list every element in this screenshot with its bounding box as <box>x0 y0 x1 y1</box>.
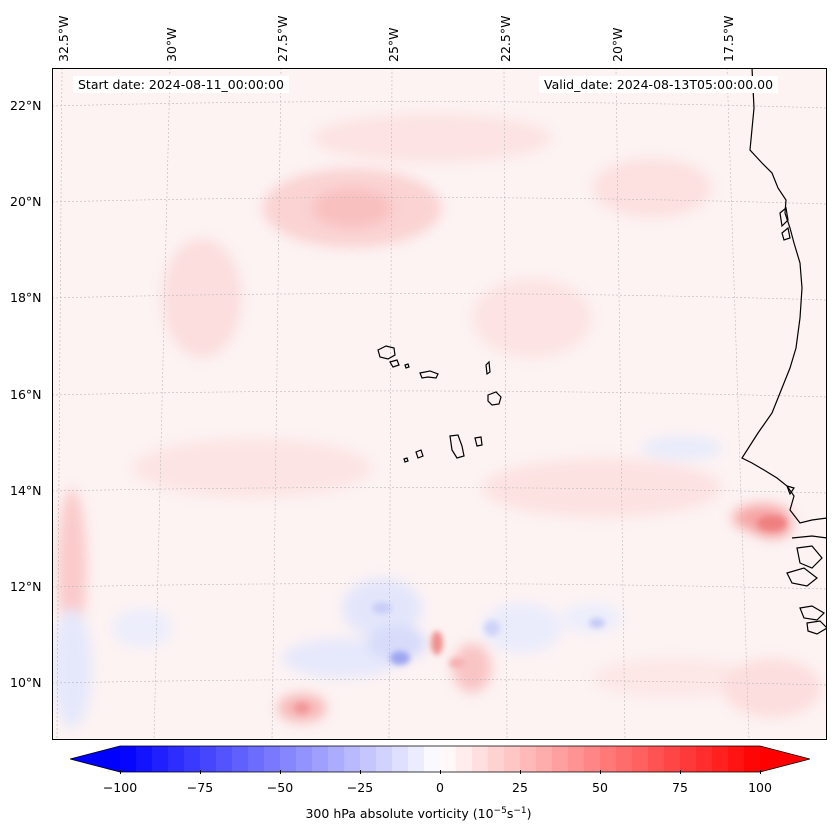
colorbar-tick-label: −75 <box>186 780 214 795</box>
island-santo-antao <box>377 345 396 360</box>
colorbar-cell <box>120 746 137 772</box>
colorbar-cell <box>616 746 633 772</box>
colorbar-cell <box>584 746 601 772</box>
colorbar-cell <box>568 746 585 772</box>
island-fogo <box>415 449 424 459</box>
lat-label-10N: 10°N <box>10 675 42 690</box>
africa-coastline <box>741 68 827 524</box>
lat-label-22N: 22°N <box>10 98 42 113</box>
lon-label-25W: 25°W <box>386 27 401 62</box>
colorbar-cell <box>328 746 345 772</box>
colorbar-cell <box>376 746 393 772</box>
colorbar-cell <box>280 746 297 772</box>
colorbar-cell <box>200 746 217 772</box>
colorbar-tick-label: −25 <box>346 780 374 795</box>
colorbar-cell <box>632 746 649 772</box>
island-boa-vista <box>487 391 502 406</box>
map-canvas <box>52 68 827 740</box>
colorbar-tick-mark <box>760 770 761 774</box>
colorbar-tick-mark <box>200 770 201 774</box>
lon-label-32.5W: 32.5°W <box>56 15 71 62</box>
colorbar-tick-mark <box>120 770 121 774</box>
island-sao-vicente <box>389 359 400 368</box>
colorbar-cell <box>680 746 697 772</box>
colorbar-tick-mark <box>360 770 361 774</box>
island-maio <box>474 436 483 447</box>
lat-label-18N: 18°N <box>10 290 42 305</box>
lon-label-27.5W: 27.5°W <box>275 15 290 62</box>
colorbar-tick-label: 100 <box>748 780 772 795</box>
colorbar-cell <box>456 746 473 772</box>
colorbar-tick-label: 0 <box>436 780 444 795</box>
colorbar-cell <box>424 746 441 772</box>
lat-label-12N: 12°N <box>10 579 42 594</box>
colorbar-cell <box>168 746 185 772</box>
vorticity-field <box>52 68 827 740</box>
colorbar-cell <box>520 746 537 772</box>
colorbar-cells <box>70 746 810 772</box>
colorbar-cell <box>232 746 249 772</box>
colorbar-tick-mark <box>600 770 601 774</box>
colorbar-tick-label: 50 <box>592 780 608 795</box>
start-date-label: Start date: 2024-08-11_00:00:00 <box>73 76 289 93</box>
colorbar-cell <box>600 746 617 772</box>
colorbar-tick-label: −50 <box>266 780 294 795</box>
island-sal <box>485 360 491 376</box>
lat-label-16N: 16°N <box>10 387 42 402</box>
colorbar-cell <box>648 746 665 772</box>
lon-label-20W: 20°W <box>610 27 625 62</box>
cape-verde-islands <box>377 345 502 463</box>
lat-label-20N: 20°N <box>10 194 42 209</box>
coastlines <box>741 68 827 635</box>
gridlines <box>52 68 827 740</box>
colorbar-cell <box>344 746 361 772</box>
colorbar-cell <box>408 746 425 772</box>
vorticity-fine-features <box>294 516 786 714</box>
colorbar-label: 300 hPa absolute vorticity (10−5s−1) <box>305 806 532 822</box>
island-sao-nicolau <box>419 370 439 379</box>
island-brava <box>403 457 409 463</box>
colorbar-cell <box>552 746 569 772</box>
island-santiago <box>449 434 465 459</box>
colorbar-cell <box>152 746 169 772</box>
colorbar-cell <box>360 746 377 772</box>
colorbar-tick-label: 75 <box>672 780 688 795</box>
colorbar-tick-mark <box>680 770 681 774</box>
colorbar-cell <box>504 746 521 772</box>
colorbar-cell <box>312 746 329 772</box>
colorbar-tick-label: −100 <box>102 780 138 795</box>
lon-label-17.5W: 17.5°W <box>721 15 736 62</box>
colorbar-tick-mark <box>520 770 521 774</box>
colorbar-cell <box>536 746 553 772</box>
colorbar-cell <box>184 746 201 772</box>
colorbar-cell <box>136 746 153 772</box>
colorbar-cell <box>248 746 265 772</box>
colorbar-cell <box>728 746 745 772</box>
lon-label-22.5W: 22.5°W <box>498 15 513 62</box>
colorbar-cell <box>696 746 713 772</box>
colorbar-cell <box>216 746 233 772</box>
colorbar-cell <box>664 746 681 772</box>
colorbar-tick-mark <box>280 770 281 774</box>
lat-label-14N: 14°N <box>10 483 42 498</box>
colorbar-cell <box>440 746 457 772</box>
colorbar-extend-max <box>760 746 810 772</box>
colorbar-cell <box>712 746 729 772</box>
colorbar-cell <box>488 746 505 772</box>
island-santa-luzia <box>404 363 410 369</box>
colorbar-tick-label: 25 <box>512 780 528 795</box>
valid-date-label: Valid_date: 2024-08-13T05:00:00.00 <box>539 76 779 93</box>
colorbar-tick-mark <box>440 770 441 774</box>
colorbar-cell <box>296 746 313 772</box>
colorbar-cell <box>392 746 409 772</box>
colorbar-extend-min <box>70 746 120 772</box>
colorbar-cell <box>472 746 489 772</box>
colorbar-cell <box>264 746 281 772</box>
colorbar-cell <box>744 746 761 772</box>
colorbar <box>70 745 810 773</box>
lon-label-30W: 30°W <box>164 27 179 62</box>
vorticity-map <box>52 68 827 740</box>
